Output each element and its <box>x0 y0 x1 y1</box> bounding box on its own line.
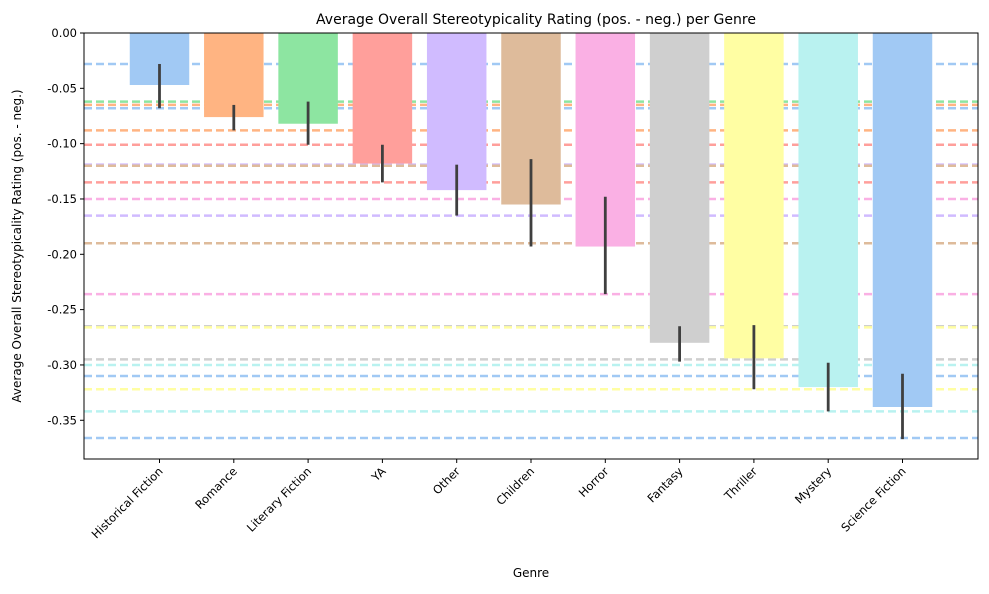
x-tick-label-8: Thriller <box>721 464 760 503</box>
x-tick-label-5: Children <box>493 464 537 508</box>
x-tick-label-4: Other <box>430 464 463 497</box>
y-tick-label-3: -0.15 <box>47 192 77 206</box>
x-tick-label-0: Historical Fiction <box>89 464 166 541</box>
y-tick-label-6: -0.30 <box>47 358 77 372</box>
bar-1 <box>204 33 264 118</box>
chart-title: Average Overall Stereotypicality Rating … <box>316 12 756 28</box>
y-tick-label-4: -0.20 <box>47 247 77 261</box>
x-tick-label-6: Horror <box>576 464 612 500</box>
x-axis-ticks: Historical Fiction Romance Literary Fictio… <box>89 459 909 541</box>
x-tick-label-2: Literary Fiction <box>244 464 314 534</box>
x-tick-label-1: Romance <box>192 464 240 512</box>
x-axis-label: Genre <box>513 566 549 580</box>
bar-9 <box>798 33 858 388</box>
x-tick-label-3: YA <box>368 464 389 485</box>
y-tick-label-0: 0.00 <box>51 26 77 40</box>
y-tick-label-1: -0.05 <box>47 81 77 95</box>
y-tick-label-7: -0.35 <box>47 413 77 427</box>
bar-4 <box>426 33 487 191</box>
y-tick-label-5: -0.25 <box>47 303 77 317</box>
bar-10 <box>872 33 933 407</box>
x-tick-label-9: Mystery <box>792 464 834 506</box>
y-tick-label-2: -0.10 <box>47 137 77 151</box>
y-axis-label: Average Overall Stereotypicality Rating … <box>10 89 24 402</box>
bar-8 <box>724 33 784 359</box>
x-tick-label-10: Science Fiction <box>838 464 908 534</box>
x-tick-label-7: Fantasy <box>645 464 686 505</box>
y-axis-ticks: 0.00 -0.05 -0.10 -0.15 -0.20 -0.25 -0.30 -0.35 <box>47 26 84 427</box>
bar-3 <box>352 33 413 164</box>
bar-7 <box>649 33 710 343</box>
error-bars <box>158 63 904 440</box>
